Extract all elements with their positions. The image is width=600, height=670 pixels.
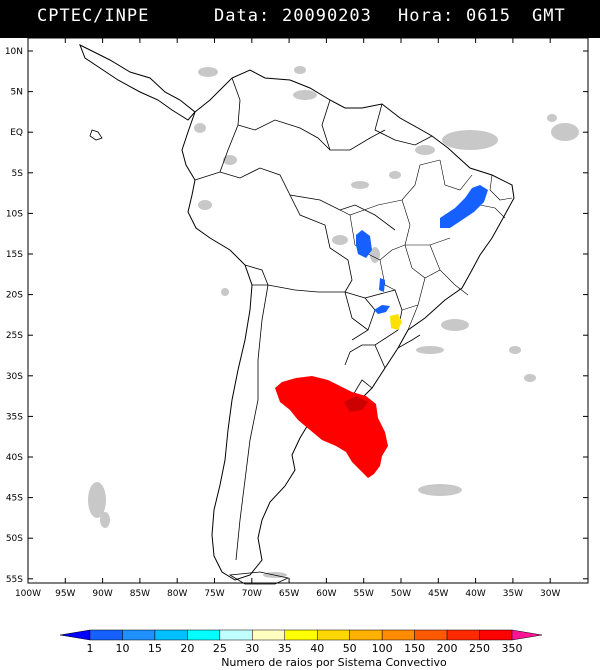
colorbar-arrow-right (511, 629, 543, 641)
colorbar-swatch (349, 629, 383, 641)
colorbar-label: 30 (245, 642, 259, 655)
colorbar-swatch (446, 629, 480, 641)
colorbar-swatch (154, 629, 188, 641)
colorbar-swatch (187, 629, 221, 641)
longitude-axis: 100W 95W 90W 85W 80W 75W 70W 65W 60W 55W 50W 45W 40W… (15, 38, 560, 599)
state-borders (339, 159, 513, 331)
galapagos-islands (89, 129, 103, 141)
colorbar: 1 10 15 20 25 30 35 40 50 100 150 200 250 350 (59, 629, 543, 655)
lat-tick-label: 20S (6, 291, 23, 301)
latitude-axis: 10N 5N EQ 5S 10S 15S 20S 25S 30S 35S 40S 45S 50S 55S (5, 47, 588, 585)
lat-tick-label: 10N (5, 47, 23, 57)
colorbar-label: 20 (180, 642, 194, 655)
lon-tick-label: 80W (167, 589, 187, 599)
blue-lightning-systems (356, 185, 488, 314)
colorbar-label: 1 (87, 642, 94, 655)
colorbar-swatch (219, 629, 253, 641)
colorbar-swatch (381, 629, 415, 641)
lon-tick-label: 75W (204, 589, 224, 599)
lat-tick-label: 30S (6, 372, 23, 382)
lon-tick-label: 60W (316, 589, 336, 599)
cloud-cover (88, 66, 579, 578)
colorbar-swatch (252, 629, 286, 641)
colorbar-label: 10 (115, 642, 129, 655)
lon-tick-label: 50W (391, 589, 411, 599)
lon-tick-label: 100W (15, 589, 41, 599)
colorbar-label: 15 (148, 642, 162, 655)
lat-tick-label: 35S (6, 412, 23, 422)
lon-tick-label: 30W (540, 589, 560, 599)
lat-tick-label: 40S (6, 453, 23, 463)
lon-tick-label: 85W (130, 589, 150, 599)
hour-label: Hora: (398, 6, 455, 26)
lat-tick-label: 5N (11, 88, 23, 98)
colorbar-title: Numero de raios por Sistema Convectivo (221, 656, 447, 669)
tierra-del-fuego (228, 571, 290, 585)
lon-tick-label: 55W (354, 589, 374, 599)
date-value: 20090203 (282, 6, 372, 26)
lat-tick-label: 15S (6, 250, 23, 260)
lon-tick-label: 65W (279, 589, 299, 599)
colorbar-swatch (316, 629, 350, 641)
red-system-core (344, 396, 368, 412)
colorbar-label: 250 (469, 642, 490, 655)
lat-tick-label: 10S (6, 209, 23, 219)
lon-tick-label: 95W (55, 589, 75, 599)
country-borders (194, 77, 433, 561)
colorbar-swatch (89, 629, 123, 641)
hour-value: 0615 (466, 6, 511, 26)
colorbar-label: 100 (372, 642, 393, 655)
lon-tick-label: 35W (503, 589, 523, 599)
colorbar-label: 25 (213, 642, 227, 655)
lat-tick-label: 55S (6, 575, 23, 585)
colorbar-label: 50 (343, 642, 357, 655)
colorbar-swatch (414, 629, 448, 641)
title-bar: CPTEC/INPE Data: 20090203 Hora: 0615 GMT (0, 0, 600, 38)
source-label: CPTEC/INPE (37, 6, 150, 26)
lon-tick-label: 40W (465, 589, 485, 599)
colorbar-label: 350 (502, 642, 523, 655)
lat-tick-label: 25S (6, 331, 23, 341)
date-label: Data: (214, 6, 271, 26)
map-frame (27, 37, 589, 584)
colorbar-label: 150 (404, 642, 425, 655)
colorbar-label: 200 (437, 642, 458, 655)
central-america-outline (79, 43, 196, 121)
yellow-lightning-system (390, 314, 402, 330)
lat-tick-label: 50S (6, 534, 23, 544)
colorbar-swatch (284, 629, 318, 641)
timezone-label: GMT (532, 6, 566, 26)
lon-tick-label: 90W (92, 589, 112, 599)
lat-tick-label: 5S (12, 169, 24, 179)
colorbar-swatch (479, 629, 513, 641)
lon-tick-label: 70W (242, 589, 262, 599)
colorbar-arrow-left (59, 629, 91, 641)
colorbar-label: 40 (310, 642, 324, 655)
lat-tick-label: EQ (10, 128, 23, 138)
lon-tick-label: 45W (428, 589, 448, 599)
colorbar-swatch (122, 629, 156, 641)
lat-tick-label: 45S (6, 494, 23, 504)
colorbar-label: 35 (278, 642, 292, 655)
